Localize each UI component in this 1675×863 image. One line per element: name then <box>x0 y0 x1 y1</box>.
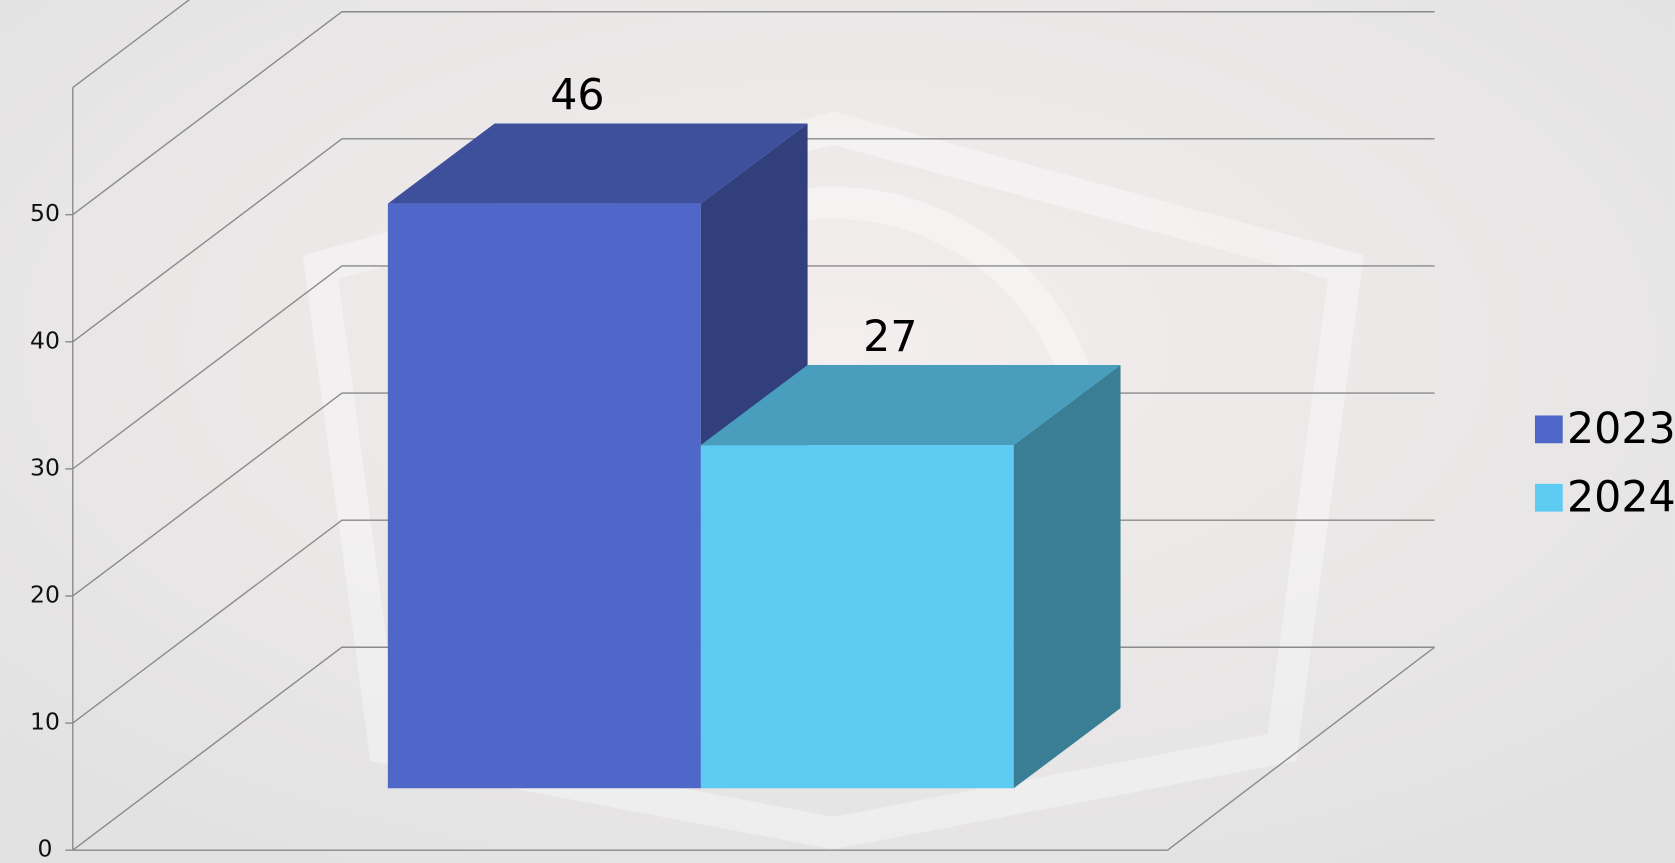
y-tick-label: 50 <box>30 199 60 227</box>
y-tick-label: 40 <box>30 326 60 354</box>
grid-line <box>72 0 191 89</box>
grid-line <box>72 138 1435 343</box>
y-tick-label: 30 <box>30 453 60 481</box>
legend-label: 2024 <box>1567 472 1675 522</box>
y-tick-label: 20 <box>30 580 60 608</box>
legend-swatch <box>1534 415 1563 444</box>
grid-line <box>72 265 1435 470</box>
data-label: 27 <box>863 312 917 362</box>
bar <box>700 364 1121 789</box>
bar-front <box>700 445 1014 789</box>
y-tick-label: 10 <box>30 708 60 736</box>
legend-swatch <box>1534 483 1563 512</box>
bar-side <box>1013 364 1121 789</box>
bar-top <box>700 364 1121 446</box>
grid-line <box>72 11 1435 216</box>
plot-area: 0 10 20 30 40 50 46 27 2023 2024 <box>30 0 1675 863</box>
bar-top <box>387 123 808 204</box>
data-label: 46 <box>550 70 604 120</box>
floor <box>72 646 1435 851</box>
legend-label: 2023 <box>1567 404 1675 454</box>
y-tick-label: 0 <box>38 835 53 863</box>
bar-front <box>387 203 701 789</box>
